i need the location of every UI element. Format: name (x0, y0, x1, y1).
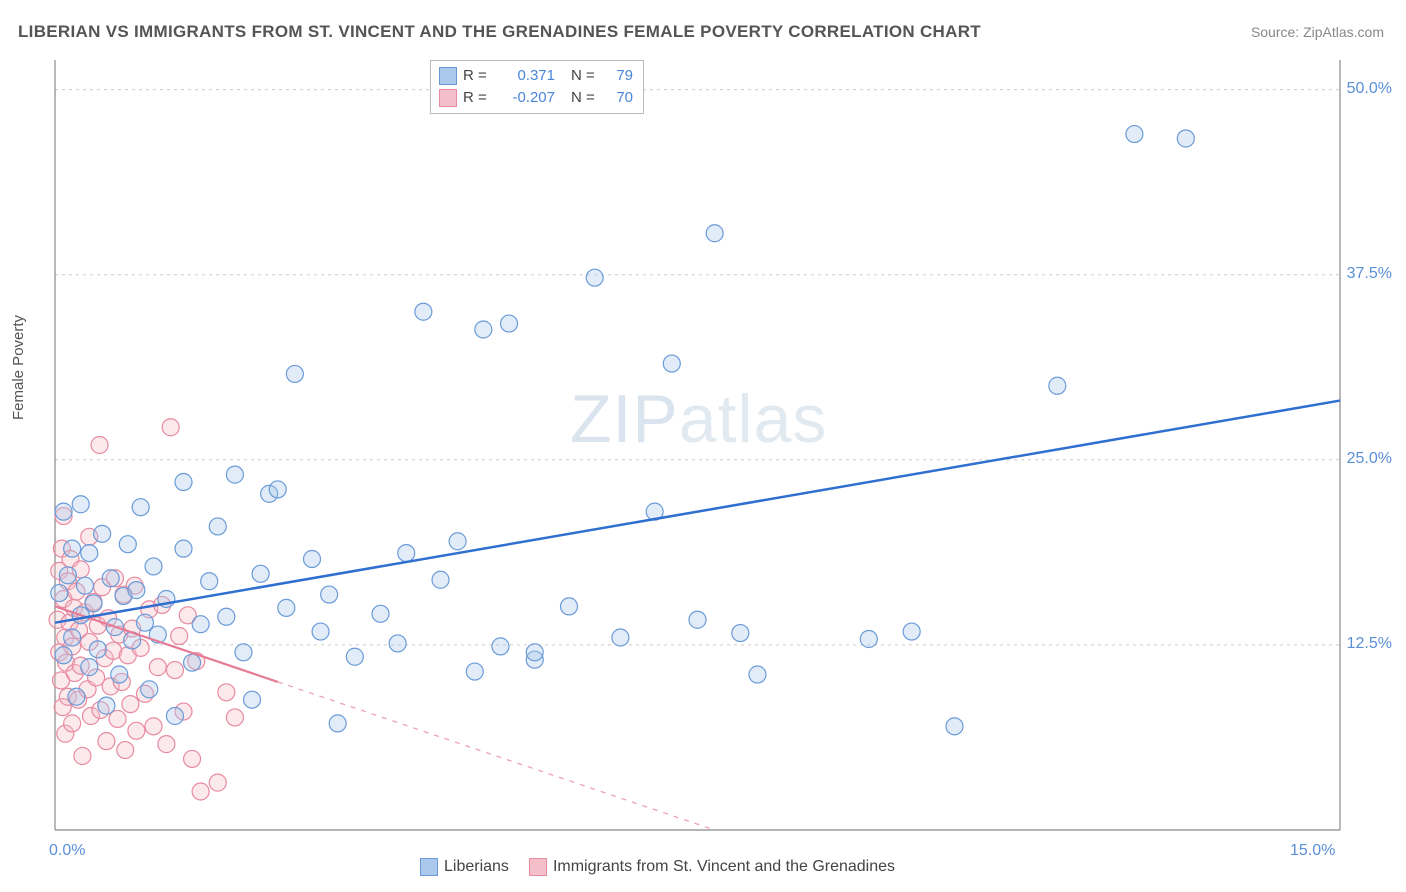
x-tick-label: 15.0% (1290, 842, 1335, 860)
x-tick-label: 0.0% (49, 842, 85, 860)
legend-stats-row-1: R = 0.371 N = 79 (439, 65, 633, 87)
legend-series-swatch-2 (529, 858, 547, 876)
legend-series-item-1: Liberians (420, 858, 509, 876)
legend-series-swatch-1 (420, 858, 438, 876)
legend-series-label-2: Immigrants from St. Vincent and the Gren… (553, 858, 895, 876)
legend-r-label-2: R = (463, 87, 491, 109)
legend-n-label-2: N = (571, 87, 599, 109)
legend-series-label-1: Liberians (444, 858, 509, 876)
legend-swatch-2 (439, 89, 457, 107)
y-tick-label: 37.5% (1347, 265, 1392, 283)
legend-series-item-2: Immigrants from St. Vincent and the Gren… (529, 858, 895, 876)
legend-n-label-1: N = (571, 65, 599, 87)
legend-series: Liberians Immigrants from St. Vincent an… (420, 858, 895, 876)
legend-r-value-1: 0.371 (497, 65, 555, 87)
legend-r-value-2: -0.207 (497, 87, 555, 109)
scatter-chart (0, 0, 1406, 892)
legend-n-value-1: 79 (605, 65, 633, 87)
legend-n-value-2: 70 (605, 87, 633, 109)
legend-r-label-1: R = (463, 65, 491, 87)
legend-stats: R = 0.371 N = 79 R = -0.207 N = 70 (430, 60, 644, 114)
y-tick-label: 50.0% (1347, 80, 1392, 98)
y-tick-label: 12.5% (1347, 635, 1392, 653)
y-tick-label: 25.0% (1347, 450, 1392, 468)
legend-swatch-1 (439, 67, 457, 85)
legend-stats-row-2: R = -0.207 N = 70 (439, 87, 633, 109)
